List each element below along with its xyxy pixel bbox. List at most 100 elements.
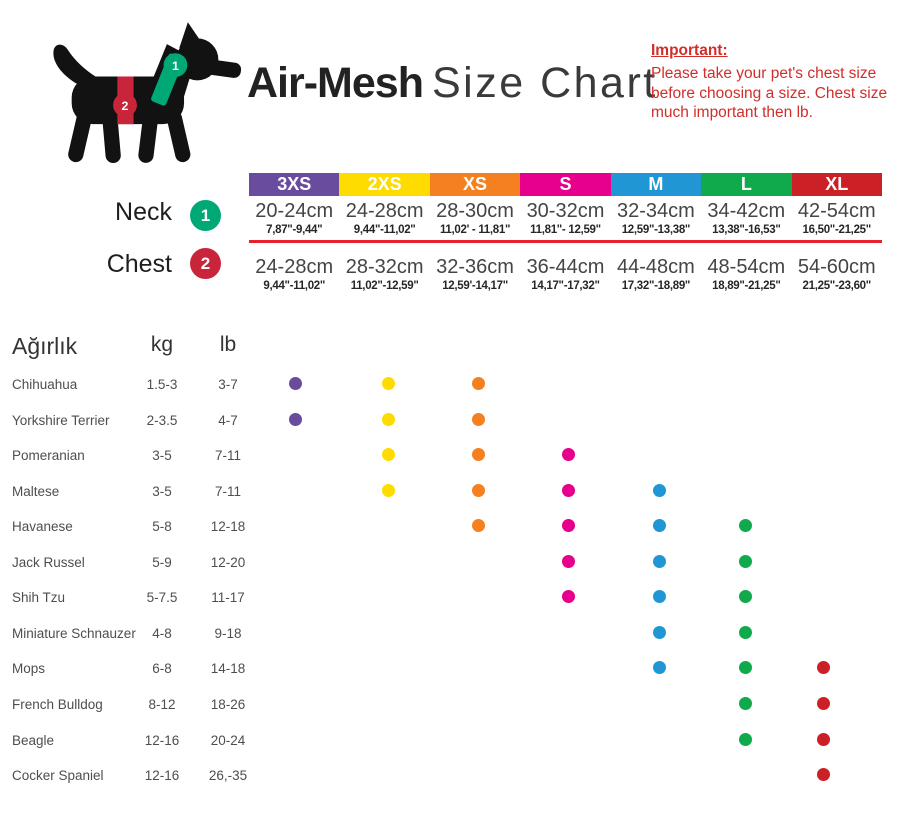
breed-name: Chihuahua <box>12 377 78 392</box>
kg-value: 2-3.5 <box>146 413 178 428</box>
breed-name: Miniature Schnauzer <box>12 626 136 641</box>
neck-inches-XL: 16,50"-21,25" <box>802 224 872 236</box>
dog-muzzle-shape <box>206 59 242 78</box>
neck-inches-L: 13,38"-16,53" <box>712 224 781 236</box>
breed-name: Jack Russel <box>12 555 85 570</box>
breed-row-mops: Mops 6-8 14-18 <box>0 661 900 677</box>
kg-value: 4-8 <box>152 626 172 641</box>
chest-marker-number: 2 <box>122 99 129 113</box>
breed-row-maltese: Maltese 3-5 7-11 <box>0 484 900 500</box>
breed-name: Havanese <box>12 519 73 534</box>
size-column-L: L 34-42cm 13,38"-16,53" 48-54cm 18,89"-21,25… <box>701 173 792 296</box>
chest-cm-M: 44-48cm <box>616 256 695 278</box>
red-divider-line <box>249 240 882 243</box>
size-dot-L <box>738 519 752 532</box>
breed-column-header: Ağırlık <box>12 333 78 359</box>
neck-cm-XS: 28-30cm <box>436 200 514 222</box>
size-dot-L <box>738 733 752 746</box>
lb-value: 3-7 <box>218 377 238 392</box>
kg-value: 8-12 <box>148 697 176 712</box>
size-header-3XS: 3XS <box>249 173 340 196</box>
important-text: Please take your pet's chest size before … <box>651 64 896 123</box>
size-dot-L <box>738 626 752 639</box>
breed-row-shih-tzu: Shih Tzu 5-7.5 11-17 <box>0 590 900 606</box>
kg-value: 1.5-3 <box>146 377 178 392</box>
breed-row-yorkshire-terrier: Yorkshire Terrier 2-3.5 4-7 <box>0 413 900 429</box>
size-dot-3XS <box>288 413 302 426</box>
size-column-2XS: 2XS 24-28cm 9,44"-11,02" 28-32cm 11,02"-12,5… <box>339 173 430 296</box>
size-dot-M <box>652 626 666 639</box>
breed-rows: Chihuahua 1.5-3 3-7 Yorkshire Terrier 2-3.5 4… <box>0 377 900 797</box>
lb-value: 12-18 <box>210 519 246 534</box>
lb-value: 14-18 <box>210 661 246 676</box>
size-column-XS: XS 28-30cm 11,02' - 11,81" 32-36cm 12,59'-14… <box>429 173 521 296</box>
chest-inches-M: 17,32"-18,89" <box>621 280 691 292</box>
dog-harness-illustration: 1 2 <box>53 22 242 164</box>
lb-value: 20-24 <box>210 733 246 748</box>
size-dot-S <box>561 484 575 497</box>
size-dot-2XS <box>381 448 395 461</box>
size-dot-L <box>738 661 752 674</box>
breed-name: Maltese <box>12 484 60 499</box>
dog-ear-shape <box>179 22 203 48</box>
lb-value: 7-11 <box>214 484 242 499</box>
chest-cm-3XS: 24-28cm <box>255 256 334 278</box>
dog-leg-shape <box>68 110 92 163</box>
size-dot-M <box>652 590 666 603</box>
size-header-M: M <box>610 173 702 196</box>
kg-value: 12-16 <box>144 733 180 748</box>
size-dot-XL <box>816 697 830 710</box>
chest-inches-XL: 21,25"-23,60" <box>802 280 872 292</box>
size-dot-L <box>738 590 752 603</box>
chest-inches-L: 18,89"-21,25" <box>712 280 781 292</box>
size-header-L: L <box>701 173 792 196</box>
size-dot-XL <box>816 768 830 781</box>
chest-inches-3XS: 9,44"-11,02" <box>263 280 326 292</box>
breed-name: Beagle <box>12 733 55 748</box>
size-dot-3XS <box>288 377 302 390</box>
size-column-3XS: 3XS 20-24cm 7,87"-9,44" 24-28cm 9,44"-11,02" <box>249 173 340 296</box>
size-dot-XL <box>816 661 830 674</box>
size-dot-M <box>652 519 666 532</box>
important-line: much important then lb. <box>651 104 813 121</box>
size-dot-XS <box>471 377 485 390</box>
size-dot-XS <box>471 413 485 426</box>
kg-value: 12-16 <box>144 768 180 783</box>
size-dot-XS <box>471 519 485 532</box>
important-heading: Important: <box>651 42 728 59</box>
chest-cm-2XS: 28-32cm <box>345 256 424 278</box>
page-title: Air-Mesh Size Chart <box>247 56 658 110</box>
neck-inches-XS: 11,02' - 11,81" <box>439 224 511 236</box>
breed-name: Cocker Spaniel <box>12 768 104 783</box>
size-dot-2XS <box>381 377 395 390</box>
neck-marker-circle <box>163 53 188 77</box>
breed-row-beagle: Beagle 12-16 20-24 <box>0 733 900 749</box>
neck-marker-number: 1 <box>172 59 179 73</box>
chest-label: Chest <box>106 250 172 278</box>
dog-leg-shape <box>166 110 191 163</box>
chest-marker-circle <box>113 93 137 117</box>
chest-number-badge: 2 <box>190 248 221 279</box>
size-dot-XS <box>471 448 485 461</box>
size-table: 3XS 20-24cm 7,87"-9,44" 24-28cm 9,44"-11,02"… <box>249 173 882 296</box>
neck-cm-L: 34-42cm <box>707 200 786 222</box>
breed-row-havanese: Havanese 5-8 12-18 <box>0 519 900 535</box>
important-line: Please take your pet's chest size <box>651 65 877 82</box>
kg-value: 3-5 <box>152 448 172 463</box>
size-dot-M <box>652 555 666 568</box>
neck-cm-M: 32-34cm <box>616 200 695 222</box>
lb-value: 18-26 <box>210 697 246 712</box>
kg-value: 5-8 <box>152 519 172 534</box>
lb-value: 26,-35 <box>208 768 248 783</box>
breed-row-miniature-schnauzer: Miniature Schnauzer 4-8 9-18 <box>0 626 900 642</box>
lb-value: 4-7 <box>218 413 238 428</box>
size-dot-M <box>652 661 666 674</box>
size-column-XL: XL 42-54cm 16,50"-21,25" 54-60cm 21,25"-23,6… <box>791 173 882 296</box>
neck-inches-M: 12,59"-13,38" <box>621 224 691 236</box>
size-dot-S <box>561 519 575 532</box>
kg-value: 3-5 <box>152 484 172 499</box>
breed-row-french-bulldog: French Bulldog 8-12 18-26 <box>0 697 900 713</box>
size-dot-2XS <box>381 413 395 426</box>
neck-cm-3XS: 20-24cm <box>255 200 334 222</box>
breed-row-chihuahua: Chihuahua 1.5-3 3-7 <box>0 377 900 393</box>
